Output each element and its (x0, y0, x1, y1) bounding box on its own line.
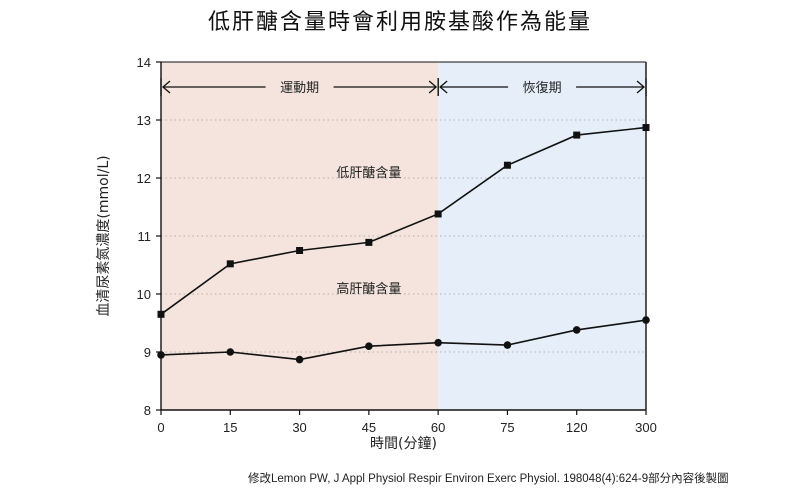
arrowhead-right (428, 80, 438, 94)
arrowhead-right (636, 80, 645, 94)
data-point-circle (295, 355, 304, 364)
y-axis-label: 血清尿素氮濃度(mmol/L) (96, 155, 112, 316)
data-point-square (365, 238, 373, 246)
y-tick-label: 10 (137, 287, 151, 302)
x-tick-label: 300 (635, 420, 657, 435)
data-point-circle (226, 348, 235, 356)
phase-band-2 (438, 62, 646, 410)
tick-labels: 8 9 10 11 12 13 14 0 15 30 45 60 75 120 300 (137, 55, 657, 435)
x-tick-label: 0 (157, 420, 164, 435)
chart-title: 低肝醣含量時會利用胺基酸作為能量 (207, 10, 592, 35)
y-tick-label: 11 (138, 229, 152, 244)
data-point-square (434, 210, 442, 218)
arrowhead-left (439, 80, 448, 94)
y-tick-label: 8 (144, 403, 151, 418)
series-label-1: 低肝醣含量 (336, 165, 401, 181)
phase-label: 恢復期 (523, 80, 562, 96)
data-point-square (296, 247, 304, 254)
phase-arrows: 運動期 恢復期 (160, 78, 647, 96)
data-point-circle (503, 341, 512, 349)
series-line-2 (160, 319, 647, 361)
series-line-1 (160, 126, 647, 315)
x-tick-label: 45 (362, 420, 376, 435)
y-tick-label: 14 (137, 55, 151, 70)
data-point-circle (365, 342, 373, 351)
x-tick-label: 120 (566, 420, 588, 435)
data-point-circle (434, 338, 442, 347)
x-tick-label: 60 (431, 420, 445, 435)
y-tick-label: 9 (144, 345, 151, 360)
phase-label: 運動期 (280, 81, 319, 96)
series-label-2: 高肝醣含量 (336, 281, 401, 297)
x-tick-label: 15 (223, 420, 237, 435)
data-point-circle (572, 326, 581, 334)
x-axis-label: 時間(分鐘) (370, 435, 437, 452)
data-point-square (503, 161, 511, 169)
x-tick-label: 30 (292, 420, 306, 435)
y-tick-label: 13 (137, 113, 151, 128)
source-note: 修改Lemon PW, J Appl Physiol Respir Enviro… (248, 473, 729, 485)
arrowhead-left (162, 80, 171, 94)
x-tick-label: 75 (500, 420, 514, 435)
data-point-square (573, 131, 581, 139)
y-tick-label: 12 (137, 171, 151, 186)
data-point-square (226, 260, 234, 268)
